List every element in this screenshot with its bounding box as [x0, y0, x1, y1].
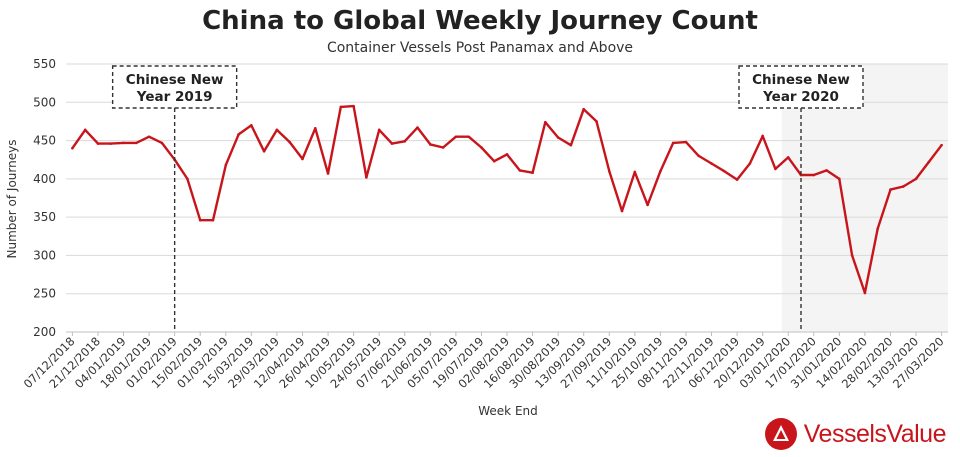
- data-point: [198, 218, 202, 222]
- annotation-label: Year 2019: [136, 89, 213, 105]
- data-point: [224, 163, 228, 167]
- y-tick-label: 400: [33, 172, 56, 186]
- data-point: [748, 162, 752, 165]
- data-point: [582, 107, 585, 111]
- data-point: [825, 169, 828, 172]
- brand-logo: VesselsValue: [764, 414, 947, 454]
- data-point: [735, 178, 739, 181]
- data-point: [262, 149, 266, 153]
- data-point: [301, 157, 304, 161]
- annotation-label: Year 2020: [762, 89, 839, 105]
- data-point: [774, 167, 777, 171]
- data-point: [684, 140, 688, 144]
- y-tick-label: 550: [33, 57, 56, 71]
- chart-subtitle: Container Vessels Post Panamax and Above: [326, 40, 634, 56]
- data-point: [122, 141, 125, 145]
- data-point: [429, 143, 432, 146]
- x-axis-label: Week End: [478, 404, 538, 418]
- data-point: [109, 142, 113, 145]
- chart-title: China to Global Weekly Journey Count: [202, 6, 758, 36]
- data-point: [160, 141, 164, 145]
- data-point: [723, 169, 726, 173]
- y-tick-label: 500: [33, 95, 56, 109]
- data-point: [518, 169, 522, 172]
- data-point: [390, 142, 394, 145]
- data-point: [544, 120, 547, 124]
- annotation-label: Chinese New: [752, 72, 850, 88]
- data-point: [339, 105, 343, 109]
- data-point: [761, 134, 764, 138]
- data-point: [492, 159, 496, 163]
- data-point: [275, 128, 279, 132]
- data-point: [620, 209, 624, 213]
- data-point: [313, 127, 317, 130]
- data-point: [237, 133, 240, 136]
- data-point: [595, 120, 598, 123]
- y-tick-label: 300: [33, 248, 56, 262]
- data-point: [812, 173, 816, 177]
- data-point: [876, 227, 879, 230]
- data-point: [710, 162, 713, 165]
- brand-name: VesselsValue: [803, 419, 947, 448]
- data-point: [467, 135, 470, 139]
- data-point: [901, 185, 905, 188]
- data-point: [863, 291, 867, 295]
- data-point: [83, 128, 87, 132]
- y-tick-label: 250: [33, 287, 56, 301]
- y-tick-label: 450: [33, 134, 56, 148]
- data-point: [352, 104, 355, 108]
- data-point: [786, 156, 790, 159]
- data-point: [71, 146, 74, 150]
- data-point: [480, 146, 483, 149]
- data-point: [288, 140, 291, 144]
- data-point: [454, 135, 458, 139]
- data-point: [927, 160, 931, 164]
- annotation-box: [738, 65, 864, 109]
- data-point: [633, 170, 637, 174]
- data-point: [326, 172, 330, 175]
- data-point: [365, 176, 368, 179]
- data-point: [697, 154, 701, 158]
- y-axis-label: Number of Journeys: [5, 140, 19, 259]
- data-point: [556, 136, 560, 139]
- y-tick-label: 200: [33, 325, 56, 339]
- data-point: [850, 254, 854, 257]
- data-point: [914, 177, 918, 181]
- data-point: [441, 146, 445, 149]
- data-point: [889, 188, 892, 191]
- data-point: [186, 177, 189, 181]
- data-point: [147, 135, 151, 139]
- data-point: [940, 143, 943, 147]
- data-point: [838, 177, 841, 181]
- data-point: [505, 153, 509, 156]
- data-point: [659, 169, 662, 173]
- data-point: [135, 141, 138, 145]
- data-point: [671, 141, 675, 145]
- data-point: [377, 128, 381, 132]
- data-point: [607, 169, 611, 173]
- data-point: [250, 123, 253, 127]
- data-point: [96, 142, 100, 145]
- data-point: [531, 171, 534, 175]
- data-point: [416, 126, 419, 129]
- vesselsvalue-logo-icon: [764, 418, 797, 450]
- data-point: [646, 203, 649, 207]
- data-point: [403, 140, 407, 143]
- data-point: [569, 143, 573, 147]
- annotation-label: Chinese New: [126, 72, 224, 88]
- y-tick-label: 350: [33, 210, 56, 224]
- data-point: [211, 218, 215, 222]
